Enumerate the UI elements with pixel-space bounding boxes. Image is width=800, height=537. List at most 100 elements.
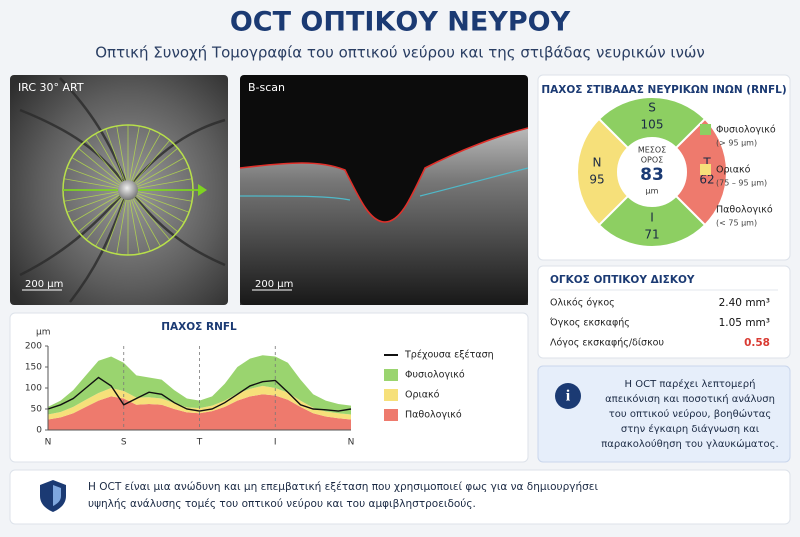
scan-spoke: [105, 128, 129, 191]
scan-spoke: [127, 167, 190, 191]
legend-swatch: [700, 164, 711, 175]
info-text: Η OCT παρέχει λεπτομερή: [625, 378, 756, 390]
sector-value: 62: [699, 173, 714, 187]
x-tick-label: I: [274, 438, 277, 448]
info-text: απεικόνιση και ποσοτική ανάλυση: [605, 393, 775, 405]
info-text: του οπτικού νεύρου, βοηθώντας: [609, 408, 771, 420]
legend-range: (> 95 µm): [716, 139, 757, 148]
scan-spoke: [95, 133, 129, 191]
scale-label: 200 µm: [25, 279, 63, 290]
scan-spoke: [127, 189, 161, 247]
image-label: IRC 30° ART: [18, 81, 84, 94]
rnfl-sector: [576, 117, 630, 227]
scan-spoke: [127, 189, 140, 255]
image-label: B-scan: [248, 81, 285, 94]
disc-row-label: Λόγος εκσκαφής/δίσκου: [550, 338, 664, 349]
disc-card: [537, 265, 791, 359]
mean-label: ΟΡΟΣ: [641, 156, 663, 165]
rnfl-title: ΠΑΧΟΣ ΣΤΙΒΑΔΑΣ ΝΕΥΡΙΚΩΝ ΙΝΩΝ (RNFL): [541, 84, 786, 96]
y-tick-label: 0: [36, 426, 42, 436]
scan-spoke: [105, 189, 129, 252]
disc-row-value: 2.40 mm³: [719, 297, 770, 309]
mean-value: 83: [640, 165, 664, 185]
legend-label: Φυσιολογικό: [716, 125, 776, 136]
sector-label: S: [648, 101, 656, 115]
scale-label: 200 µm: [255, 279, 293, 290]
scan-spoke: [77, 189, 129, 233]
scan-spoke: [127, 189, 193, 202]
legend-label: Παθολογικό: [405, 410, 462, 421]
line: [47, 376, 352, 412]
mean-label: ΜΕΣΟΣ: [638, 146, 666, 155]
info-text: παρακολούθηση του γλαυκώματος.: [601, 438, 778, 450]
y-axis-label: µm: [36, 328, 51, 338]
scan-spoke: [66, 167, 129, 191]
y-tick-label: 100: [25, 384, 42, 394]
scan-spoke: [85, 139, 129, 191]
fundus-image: [10, 75, 228, 305]
legend-swatch: [384, 389, 398, 401]
sector-value: 95: [589, 173, 604, 187]
scan-spoke: [71, 189, 129, 223]
scan-spoke: [127, 178, 193, 191]
x-tick-label: T: [196, 438, 203, 448]
subtitle: Οπτική Συνοχή Τομογραφία του οπτικού νεύ…: [95, 44, 705, 62]
chart-title: ΠΑΧΟΣ RNFL: [161, 321, 237, 333]
scan-spoke: [63, 178, 129, 191]
scan-spoke: [127, 189, 190, 213]
scan-spoke: [127, 189, 185, 223]
scan-spoke: [127, 157, 185, 191]
legend-range: (75 – 95 µm): [716, 179, 767, 188]
legend-label: Τρέχουσα εξέταση: [404, 350, 494, 361]
mean-unit: µm: [646, 187, 659, 196]
scan-spoke: [127, 125, 140, 191]
info-card: [537, 365, 791, 463]
legend-swatch: [700, 124, 711, 135]
disc-row-label: Όγκος εκσκαφής: [549, 318, 630, 329]
bscan-image: [239, 75, 529, 305]
scan-spoke: [116, 125, 129, 191]
scan-spoke: [116, 189, 129, 255]
sector-value: 71: [644, 228, 659, 242]
title: OCT ΟΠΤΙΚΟΥ ΝΕΥΡΟΥ: [230, 7, 571, 38]
scan-spoke: [127, 128, 151, 191]
sector-value: 105: [641, 118, 664, 132]
legend-label: Οριακό: [405, 390, 440, 401]
scan-spoke: [127, 189, 179, 233]
scan-spoke: [71, 157, 129, 191]
scan-spoke: [66, 189, 129, 213]
y-tick-label: 150: [25, 363, 42, 373]
info-icon: i: [555, 383, 581, 409]
info-text: στην έγκαιρη διάγνωση και: [621, 423, 760, 435]
x-tick-label: N: [45, 438, 52, 448]
sector-label: N: [593, 156, 602, 170]
x-tick-label: N: [348, 438, 355, 448]
footer-text: υψηλής ανάλυσης τομές του οπτικού νεύρου…: [88, 498, 476, 510]
rnfl-sector: [597, 96, 707, 150]
rnfl-sector: [597, 194, 707, 248]
scan-spoke: [85, 189, 129, 241]
scan-spoke: [127, 189, 151, 252]
disc-title: ΟΓΚΟΣ ΟΠΤΙΚΟΥ ΔΙΣΚΟΥ: [550, 274, 695, 286]
scan-spoke: [127, 139, 171, 191]
scan-spoke: [63, 189, 129, 202]
area: [48, 394, 351, 430]
y-tick-label: 50: [31, 405, 43, 415]
scan-spoke: [127, 133, 161, 191]
legend-swatch: [384, 369, 398, 381]
footer-text: Η OCT είναι μια ανώδυνη και μη επεμβατικ…: [88, 481, 598, 493]
disc-row-label: Ολικός όγκος: [550, 298, 615, 309]
y-tick-label: 200: [25, 342, 42, 352]
sector-label: T: [702, 156, 711, 170]
scan-spoke: [127, 147, 179, 191]
legend-swatch: [700, 204, 711, 215]
scan-spoke: [95, 189, 129, 247]
shield-icon: [40, 480, 66, 512]
disc-row-value: 0.58: [744, 337, 770, 349]
sector-label: I: [650, 211, 654, 225]
legend-label: Παθολογικό: [716, 205, 773, 216]
scan-spoke: [127, 189, 171, 241]
legend-swatch: [384, 409, 398, 421]
